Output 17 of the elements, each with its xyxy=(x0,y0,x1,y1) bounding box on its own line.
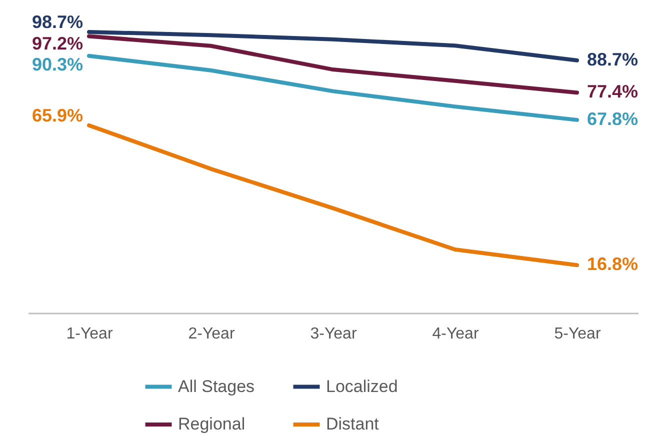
x-tick-label: 3-Year xyxy=(310,326,358,342)
data-label: 90.3% xyxy=(32,54,83,75)
data-label: 65.9% xyxy=(32,105,83,126)
legend-label: All Stages xyxy=(178,376,255,396)
x-tick-label: 4-Year xyxy=(432,326,480,342)
data-label: 16.8% xyxy=(587,254,638,274)
x-tick-label: 5-Year xyxy=(554,326,602,342)
data-label: 67.8% xyxy=(587,108,638,129)
x-tick-label: 1-Year xyxy=(66,326,114,342)
x-tick-label: 2-Year xyxy=(188,326,236,342)
legend-label: Regional xyxy=(178,414,246,434)
data-label: 97.2% xyxy=(32,33,83,54)
data-label: 88.7% xyxy=(587,49,638,70)
legend-label: Distant xyxy=(326,414,380,434)
data-label: 98.7% xyxy=(32,12,83,32)
data-label: 77.4% xyxy=(587,82,638,102)
legend-label: Localized xyxy=(326,376,398,396)
